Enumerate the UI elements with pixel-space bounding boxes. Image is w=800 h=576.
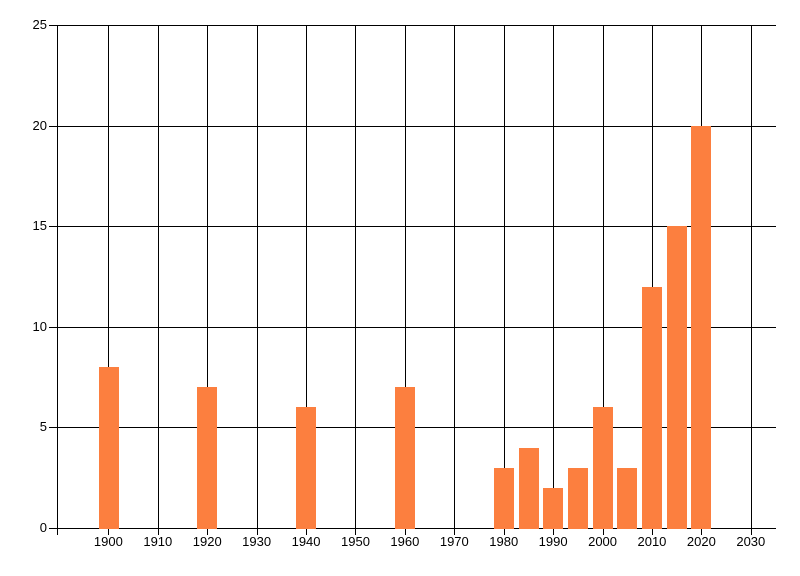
v-gridline [454, 25, 455, 535]
h-gridline [49, 25, 776, 26]
bar-2000 [593, 407, 613, 529]
v-gridline [306, 25, 307, 535]
x-tick-label: 1910 [143, 534, 173, 549]
v-gridline [652, 25, 653, 535]
bar-1960 [395, 387, 415, 529]
y-tick-label: 10 [32, 318, 47, 334]
h-gridline [49, 126, 776, 127]
x-tick-label: 1970 [439, 534, 469, 549]
v-gridline [158, 25, 159, 535]
v-gridline [751, 25, 752, 535]
x-tick-label: 2020 [686, 534, 716, 549]
x-tick-label: 2010 [637, 534, 667, 549]
v-gridline [504, 25, 505, 535]
plot-area [49, 25, 776, 535]
h-gridline [49, 226, 776, 227]
bar-1920 [197, 387, 217, 529]
bar-2005 [617, 468, 637, 529]
bar-1985 [519, 448, 539, 529]
v-gridline [553, 25, 554, 535]
x-tick-label: 2000 [588, 534, 618, 549]
x-tick-label: 1960 [390, 534, 420, 549]
y-tick-label: 15 [32, 218, 47, 234]
bar-2010 [642, 287, 662, 529]
v-gridline [603, 25, 604, 535]
y-tick-label: 0 [39, 520, 47, 535]
bar-1940 [296, 407, 316, 529]
v-gridline [405, 25, 406, 535]
x-tick-label: 1900 [93, 534, 123, 549]
bar-1900 [99, 367, 119, 529]
y-axis-line [57, 25, 58, 535]
bar-1995 [568, 468, 588, 529]
bar-2015 [667, 226, 687, 529]
bar-1980 [494, 468, 514, 529]
bar-2020 [691, 126, 711, 529]
x-tick-label: 1920 [192, 534, 222, 549]
v-gridline [108, 25, 109, 535]
x-tick-label: 1980 [489, 534, 519, 549]
h-gridline [49, 327, 776, 328]
y-tick-label: 5 [39, 419, 47, 435]
x-tick-label: 1950 [341, 534, 370, 549]
x-tick-label: 1930 [242, 534, 272, 549]
x-tick-label: 2030 [736, 534, 766, 549]
x-tick-label: 1990 [538, 534, 568, 549]
v-gridline [257, 25, 258, 535]
v-gridline [355, 25, 356, 535]
v-gridline [207, 25, 208, 535]
x-tick-label: 1940 [291, 534, 321, 549]
bar-1990 [543, 488, 563, 529]
y-tick-label: 25 [32, 17, 47, 32]
y-tick-label: 20 [32, 117, 47, 133]
